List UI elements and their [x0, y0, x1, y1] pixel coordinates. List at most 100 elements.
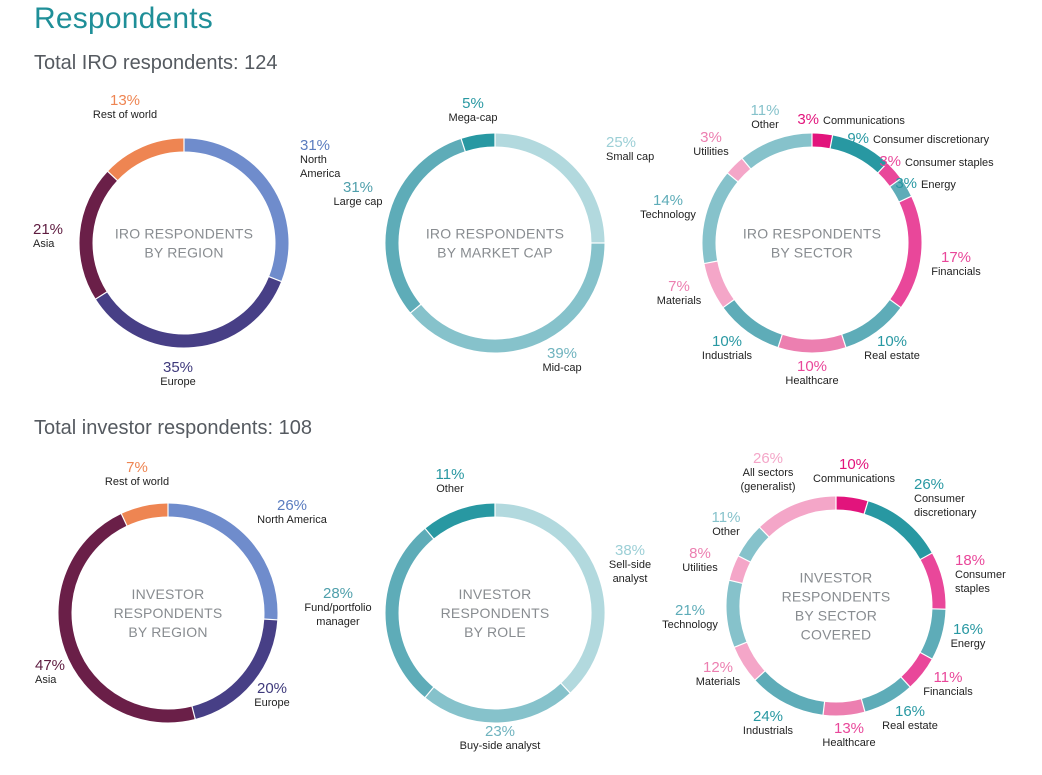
pct-label-energy: 3% — [895, 175, 917, 192]
pct-label-consumer-staples: 18% — [955, 552, 985, 569]
pct-label-utilities: 8% — [689, 545, 711, 562]
slice-consumer-staples — [920, 553, 946, 610]
donut-center-title-line: BY SECTOR — [771, 245, 853, 261]
category-label-rest-of-world: Rest of world — [93, 109, 157, 121]
slice-real-estate — [861, 677, 910, 712]
slice-north-america — [183, 138, 289, 282]
donut-center-title-line: BY REGION — [144, 245, 223, 261]
category-label-other: Other — [751, 119, 779, 131]
slice-materials — [704, 260, 735, 308]
pct-label-healthcare: 10% — [797, 358, 827, 375]
category-label-technology: Technology — [662, 619, 718, 631]
category-label-consumer-staples: staples — [955, 583, 990, 595]
slice-small-cap — [494, 133, 605, 244]
category-label-rest-of-world: Rest of world — [105, 476, 169, 488]
slice-other — [742, 133, 813, 169]
slice-buy-side-analyst — [425, 683, 570, 723]
slice-north-america — [167, 503, 278, 620]
pct-label-industrials: 10% — [712, 333, 742, 350]
category-label-healthcare: Healthcare — [822, 737, 875, 749]
category-label-fund-portfolio-manager: Fund/portfolio — [304, 602, 371, 614]
category-label-small-cap: Small cap — [606, 151, 654, 163]
pct-label-other: 11% — [751, 102, 780, 119]
category-label-north-america: North America — [257, 514, 328, 526]
pct-label-all-sectors-generalist: 26% — [753, 450, 783, 467]
slice-separator — [424, 686, 435, 699]
slice-separator — [120, 512, 128, 527]
slice-technology — [726, 580, 747, 648]
slice-materials — [734, 642, 765, 680]
pct-label-mid-cap: 39% — [547, 345, 577, 362]
category-label-consumer-staples: Consumer — [955, 569, 1006, 581]
slice-separator — [559, 682, 572, 694]
pct-label-fund-portfolio-manager: 28% — [323, 585, 353, 602]
slice-europe — [191, 618, 278, 720]
donut-center-title-line: RESPONDENTS — [114, 605, 223, 621]
slice-industrials — [755, 670, 825, 715]
slice-mid-cap — [410, 242, 605, 353]
category-label-consumer-discretionary: Consumer — [914, 493, 965, 505]
slice-energy — [920, 608, 946, 659]
category-label-energy: Energy — [951, 638, 986, 650]
pct-label-financials: 11% — [934, 669, 963, 686]
category-label-buy-side-analyst: Buy-side analyst — [460, 740, 541, 752]
slice-real-estate — [841, 299, 901, 348]
slice-separator — [919, 552, 934, 561]
slice-consumer-staples — [877, 163, 901, 187]
pct-label-real-estate: 10% — [877, 333, 907, 350]
pct-label-consumer-staples: 3% — [879, 153, 901, 170]
slice-separator — [860, 697, 866, 713]
slice-separator — [900, 676, 912, 688]
category-label-utilities: Utilities — [682, 562, 718, 574]
category-label-mid-cap: Mid-cap — [542, 362, 581, 374]
slice-separator — [409, 303, 422, 314]
slice-separator — [829, 134, 834, 150]
slice-separator — [888, 298, 902, 309]
category-label-all-sectors-generalist: All sectors — [743, 467, 794, 479]
donut-center-title-line: INVESTOR — [459, 586, 532, 602]
category-label-sell-side-analyst: Sell-side — [609, 559, 651, 571]
slice-separator — [737, 555, 752, 563]
pct-label-real-estate: 16% — [895, 703, 925, 720]
category-label-utilities: Utilities — [693, 146, 729, 158]
slice-communications — [835, 496, 868, 514]
slice-separator — [733, 641, 748, 649]
slice-separator — [863, 500, 869, 515]
category-label-materials: Materials — [696, 676, 741, 688]
pct-label-materials: 7% — [668, 278, 690, 295]
section-title-investor: Total investor respondents: 108 — [34, 417, 312, 439]
donut-iro-respondents-by-market-cap: IRO RESPONDENTS BY MARKET CAP 5%Mega-cap 25… — [334, 95, 655, 374]
category-label-healthcare: Healthcare — [785, 375, 838, 387]
pct-label-north-america: 26% — [277, 497, 307, 514]
slice-technology — [702, 173, 738, 264]
slice-separator — [919, 651, 934, 660]
category-label-all-sectors-generalist: (generalist) — [740, 481, 795, 493]
slice-separator — [106, 170, 119, 182]
pct-label-utilities: 3% — [700, 129, 722, 146]
pct-label-large-cap: 31% — [343, 179, 373, 196]
pct-label-europe: 35% — [163, 359, 193, 376]
slice-financials — [900, 652, 932, 687]
slice-separator — [741, 157, 752, 170]
donut-center-title-line: RESPONDENTS — [782, 589, 891, 605]
slice-other — [425, 503, 496, 539]
slice-rest-of-world — [121, 503, 169, 526]
slice-separator — [876, 162, 889, 174]
pct-label-rest-of-world: 13% — [110, 92, 140, 109]
donut-center-title-line: IRO RESPONDENTS — [426, 226, 564, 242]
donut-center-title-line: BY REGION — [128, 624, 207, 640]
slice-utilities — [727, 158, 751, 182]
category-label-north-america: North — [300, 154, 327, 166]
pct-label-rest-of-world: 7% — [126, 459, 148, 476]
category-label-real-estate: Real estate — [882, 720, 938, 732]
slice-mega-cap — [461, 133, 496, 152]
slice-separator — [777, 333, 784, 349]
pct-label-communications: 10% — [839, 456, 869, 473]
donut-center-title-line: COVERED — [801, 627, 872, 643]
slice-separator — [94, 290, 108, 301]
category-label-asia: Asia — [35, 674, 57, 686]
pct-label-materials: 12% — [703, 659, 733, 676]
donut-investor-respondents-by-role: INVESTOR RESPONDENTS BY ROLE 38%Sell-side an… — [304, 466, 651, 752]
category-label-asia: Asia — [33, 238, 55, 250]
slice-separator — [263, 618, 279, 621]
